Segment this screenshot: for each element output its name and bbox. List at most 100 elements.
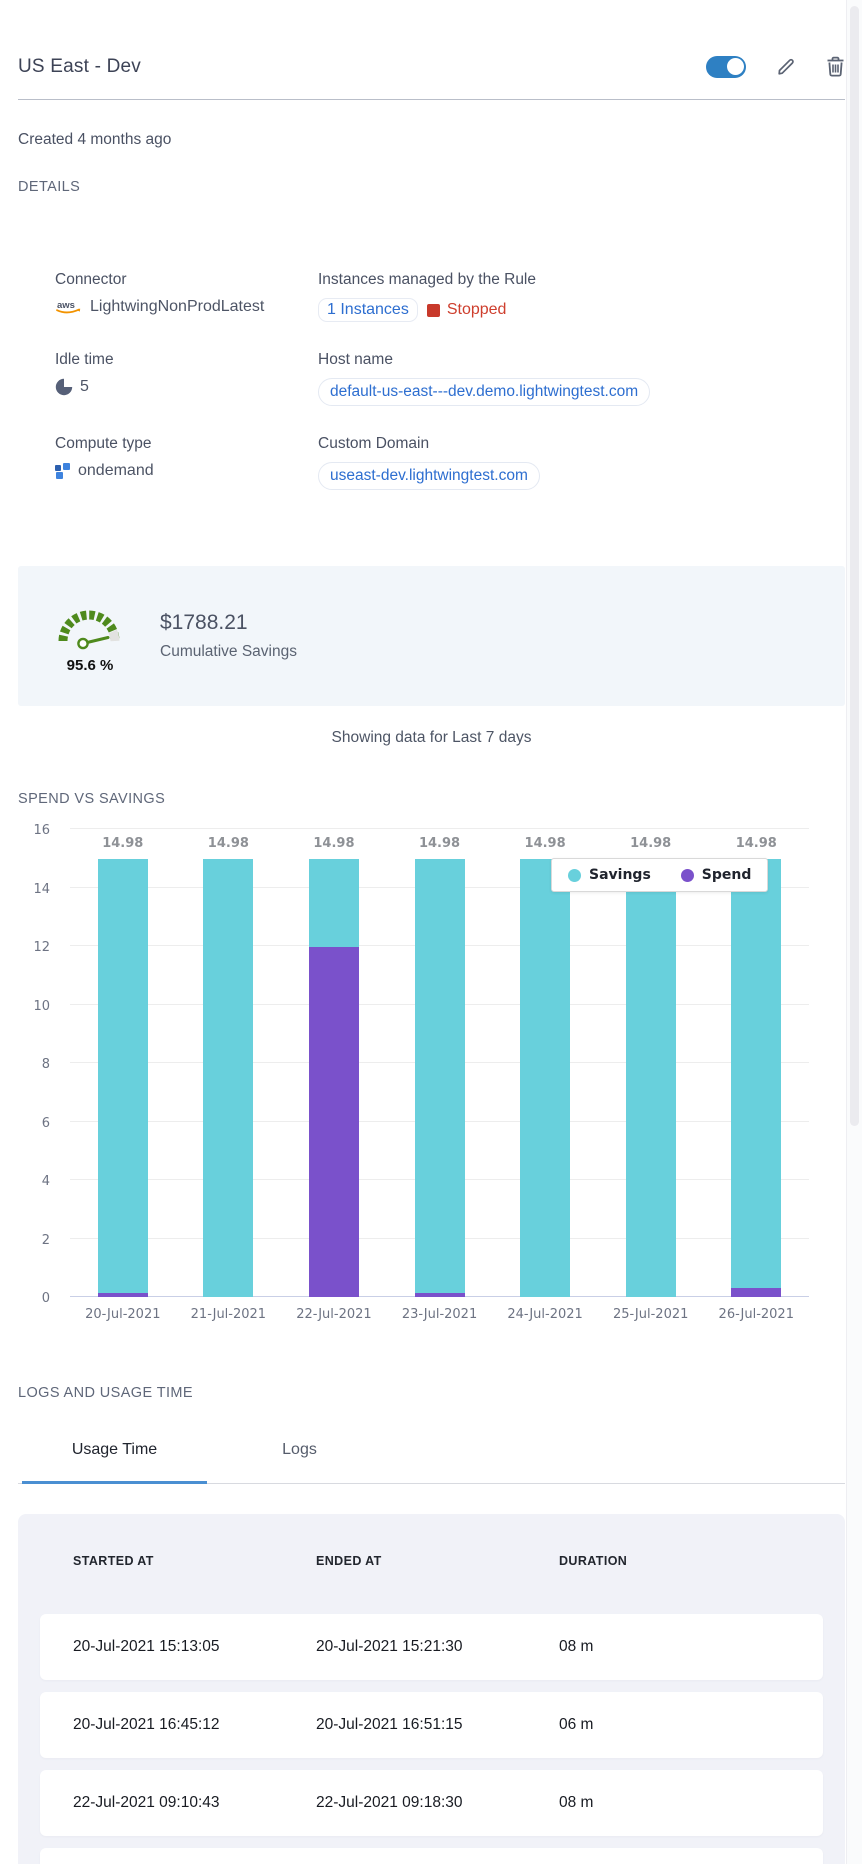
logs-tabs: Usage Time Logs	[18, 1431, 845, 1484]
column-header: STARTED AT	[73, 1554, 154, 1568]
host-name-label: Host name	[318, 351, 393, 368]
table-cell: 22-Jul-2021 09:18:30	[316, 1794, 463, 1811]
y-axis-tick: 16	[33, 823, 50, 838]
chart-plot: 14.98 20-Jul-2021 14.98 21-Jul-2021 14.98 22-…	[70, 828, 809, 1322]
bar-segment-savings	[97, 858, 148, 1293]
custom-domain-link[interactable]: useast-dev.lightwingtest.com	[318, 462, 540, 490]
edit-button[interactable]	[776, 57, 796, 77]
savings-caption: Cumulative Savings	[160, 643, 297, 660]
host-name-link[interactable]: default-us-east---dev.demo.lightwingtest…	[318, 378, 651, 406]
compute-type-value: ondemand	[78, 462, 154, 479]
x-axis-label: 20-Jul-2021	[85, 1307, 161, 1322]
instances-link[interactable]: 1 Instances	[318, 298, 418, 322]
table-cell: 20-Jul-2021 16:45:12	[73, 1716, 220, 1733]
bar-segment-spend	[414, 1292, 465, 1297]
legend-label: Savings	[589, 867, 651, 883]
bar-total-label: 14.98	[313, 835, 355, 851]
bar-total-label: 14.98	[207, 835, 249, 851]
legend-dot	[680, 868, 694, 882]
date-range-note: Showing data for Last 7 days	[331, 729, 532, 746]
chart-column: 14.98 25-Jul-2021	[598, 829, 704, 1322]
table-cell: 20-Jul-2021 15:21:30	[316, 1638, 463, 1655]
y-axis-tick: 6	[41, 1115, 50, 1131]
spend-vs-savings-chart: 0 2 4 6 8 10 12 14 16 14.98 20-Jul-2021 14.98 21-Ju…	[18, 813, 845, 1327]
idle-clock-icon	[55, 378, 73, 396]
scrollbar-thumb[interactable]	[850, 6, 859, 1126]
table-body: 20-Jul-2021 15:13:05 20-Jul-2021 15:21:30…	[40, 1614, 823, 1836]
table-row: 22-Jul-2021 09:10:43 22-Jul-2021 09:18:30…	[40, 1770, 823, 1836]
table-header: STARTED AT ENDED AT DURATION	[40, 1554, 823, 1568]
bar-segment-savings	[308, 858, 359, 948]
x-axis-label: 23-Jul-2021	[401, 1307, 478, 1322]
y-axis-tick: 2	[41, 1232, 50, 1248]
rule-header: US East - Dev	[18, 0, 845, 100]
created-text: Created 4 months ago	[18, 131, 172, 148]
column-header: ENDED AT	[316, 1554, 382, 1568]
bar-total-label: 14.98	[735, 835, 777, 851]
table-cell: 22-Jul-2021 09:10:43	[73, 1794, 220, 1811]
connector-cell: Connector aws LightwingNonProdLatest	[55, 271, 318, 322]
bar-segment-spend	[97, 1292, 148, 1297]
table-row: 20-Jul-2021 15:13:05 20-Jul-2021 15:21:30…	[40, 1614, 823, 1680]
legend-item-savings[interactable]: Savings	[568, 867, 651, 883]
aws-logo-icon: aws	[56, 300, 81, 314]
bar-total-label: 14.98	[630, 835, 672, 851]
idle-time-value: 5	[80, 378, 89, 395]
x-axis-label: 24-Jul-2021	[507, 1307, 583, 1322]
table-cell: 08 m	[559, 1638, 594, 1655]
y-axis-tick: 0	[41, 1291, 50, 1306]
instances-label: Instances managed by the Rule	[318, 271, 536, 288]
x-axis-label: 22-Jul-2021	[296, 1307, 372, 1322]
compute-type-label: Compute type	[55, 435, 152, 452]
instances-status: Stopped	[446, 301, 507, 318]
table-cell: 20-Jul-2021 15:13:05	[73, 1638, 220, 1655]
scrollbar-track[interactable]	[846, 0, 862, 1864]
host-name-cell: Host name default-us-east---dev.demo.lig…	[318, 351, 845, 406]
savings-amount: $1788.21	[160, 611, 248, 634]
toggle-knob	[726, 58, 744, 75]
y-axis-tick: 14	[33, 881, 50, 897]
logs-usage-heading: LOGS AND USAGE TIME	[18, 1385, 193, 1401]
stopped-status-icon	[426, 303, 440, 317]
table-cell: 20-Jul-2021 16:51:15	[316, 1716, 463, 1733]
chart-column: 14.98 22-Jul-2021	[281, 829, 387, 1322]
page-title: US East - Dev	[18, 55, 141, 77]
y-axis-tick: 4	[41, 1174, 50, 1189]
y-axis-tick: 12	[33, 940, 50, 955]
bar-total-label: 14.98	[524, 835, 566, 851]
legend-item-spend[interactable]: Spend	[680, 867, 751, 883]
bar-segment-savings	[414, 858, 465, 1293]
tab-logs[interactable]: Logs	[282, 1441, 317, 1458]
delete-button[interactable]	[826, 56, 845, 77]
instances-cell: Instances managed by the Rule 1 Instance…	[318, 271, 845, 322]
chart-column: 14.98 21-Jul-2021	[176, 829, 282, 1322]
bar-segment-savings	[520, 858, 571, 1297]
bar-segment-spend	[731, 1288, 782, 1297]
svg-text:aws: aws	[57, 300, 75, 311]
chart-column: 14.98 20-Jul-2021	[70, 829, 176, 1322]
connector-value: LightwingNonProdLatest	[90, 298, 265, 315]
savings-percent: 95.6 %	[66, 656, 114, 674]
gridline	[70, 828, 809, 829]
x-axis-label: 21-Jul-2021	[190, 1307, 267, 1322]
usage-time-panel: STARTED AT ENDED AT DURATION 20-Jul-2021 1…	[18, 1514, 845, 1864]
chart-column: 14.98 26-Jul-2021	[703, 829, 809, 1322]
idle-time-cell: Idle time 5	[55, 351, 318, 406]
bar-segment-savings	[203, 858, 254, 1297]
legend-dot	[568, 868, 581, 882]
tab-usage-time[interactable]: Usage Time	[22, 1431, 207, 1484]
bar-segment-spend	[308, 947, 359, 1297]
idle-time-label: Idle time	[55, 351, 114, 368]
chart-legend: Savings Spend	[551, 858, 769, 892]
details-heading: DETAILS	[18, 179, 81, 195]
rule-enabled-toggle[interactable]	[706, 55, 746, 78]
y-axis: 0 2 4 6 8 10 12 14 16	[18, 823, 62, 1306]
table-row: 20-Jul-2021 16:45:12 20-Jul-2021 16:51:15…	[40, 1692, 823, 1758]
bar-segment-savings	[731, 858, 782, 1289]
spend-vs-savings-heading: SPEND VS SAVINGS	[18, 791, 166, 807]
connector-label: Connector	[55, 271, 127, 288]
column-header: DURATION	[559, 1554, 628, 1568]
table-cell: 06 m	[559, 1716, 594, 1733]
table-row-partial	[40, 1848, 823, 1864]
bar-total-label: 14.98	[418, 835, 461, 851]
